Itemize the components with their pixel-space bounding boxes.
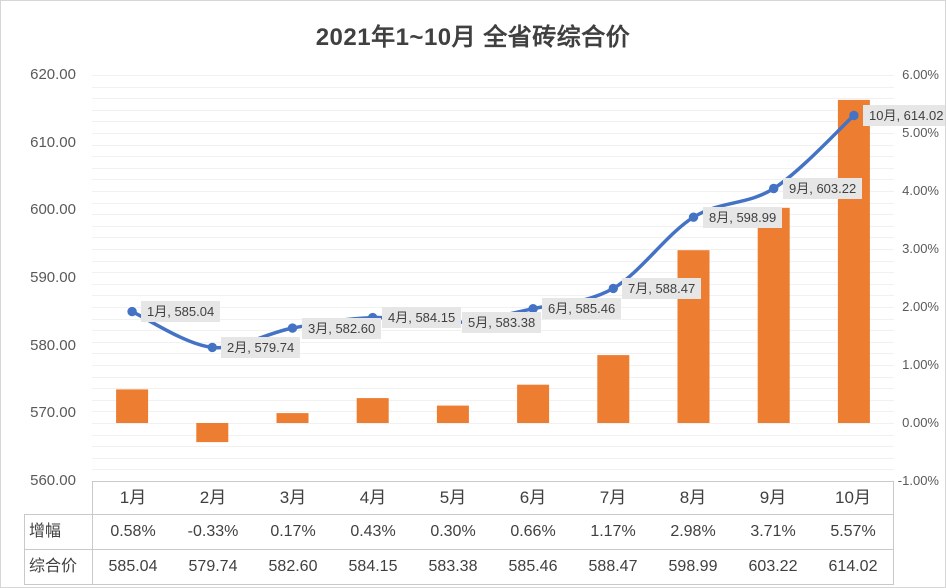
table-value-cell: 585.04 bbox=[108, 558, 158, 575]
table-value-cell: 0.43% bbox=[350, 523, 396, 540]
point-label: 2月, 579.74 bbox=[221, 337, 301, 358]
data-point-marker bbox=[207, 342, 217, 353]
table-row-growth: 0.58% -0.33% 0.17% 0.43% 0.30% 0.66% 1.17% 2.98… bbox=[92, 514, 894, 550]
table-value-cell: 614.02 bbox=[828, 558, 878, 575]
table-value-cell: 598.99 bbox=[668, 558, 718, 575]
left-axis-tick-label: 560.00 bbox=[30, 472, 76, 489]
data-point-marker bbox=[849, 110, 859, 121]
point-label: 10月, 614.02 bbox=[863, 105, 945, 126]
point-label: 7月, 588.47 bbox=[622, 278, 702, 299]
data-point-marker bbox=[688, 212, 699, 222]
left-axis-tick-label: 600.00 bbox=[30, 201, 76, 219]
point-label: 5月, 583.38 bbox=[462, 312, 542, 333]
left-axis-tick-label: 570.00 bbox=[30, 404, 76, 422]
table-value-cell: 0.30% bbox=[430, 523, 476, 540]
point-label: 1月, 585.04 bbox=[141, 301, 221, 322]
table-value-cell: 583.38 bbox=[428, 558, 478, 575]
month-header-cell: 7月 bbox=[599, 488, 627, 507]
month-header-cell: 6月 bbox=[519, 488, 547, 507]
data-point-marker bbox=[287, 323, 298, 333]
month-header-cell: 10月 bbox=[835, 488, 871, 507]
bar-growth bbox=[837, 99, 870, 424]
month-header-cell: 5月 bbox=[439, 488, 467, 507]
table-value-cell: 5.57% bbox=[830, 523, 876, 540]
chart-title: 2021年1~10月 全省砖综合价 bbox=[315, 24, 631, 51]
data-point-marker bbox=[608, 283, 618, 294]
table-value-cell: 0.58% bbox=[110, 523, 156, 540]
table-value-cell: 588.47 bbox=[588, 558, 638, 575]
table-value-cell: 584.15 bbox=[348, 558, 398, 575]
month-header-cell: 2月 bbox=[199, 488, 227, 507]
bar-growth bbox=[757, 207, 790, 423]
data-point-marker bbox=[769, 183, 779, 194]
table-value-cell: -0.33% bbox=[187, 523, 239, 540]
month-header-cell: 8月 bbox=[679, 488, 707, 507]
table-value-cell: 582.60 bbox=[268, 558, 318, 575]
left-axis-tick-label: 590.00 bbox=[30, 269, 76, 286]
point-label: 6月, 585.46 bbox=[542, 298, 622, 319]
month-header-cell: 3月 bbox=[279, 488, 307, 507]
month-header-cell: 4月 bbox=[359, 488, 387, 507]
point-label: 8月, 598.99 bbox=[703, 207, 783, 228]
data-point-marker bbox=[127, 306, 137, 317]
point-label: 4月, 584.15 bbox=[382, 307, 462, 328]
bar-growth bbox=[517, 384, 550, 423]
bar-growth bbox=[196, 423, 229, 443]
right-axis-tick-label: 6.00% bbox=[902, 67, 939, 82]
table-value-cell: 0.17% bbox=[270, 523, 316, 540]
month-header-cell: 1月 bbox=[119, 488, 147, 507]
right-axis-tick-label: 5.00% bbox=[902, 125, 939, 140]
data-table-month-header-row: 1月 2月 3月 4月 5月 6月 7月 8月 9月 10月 bbox=[92, 481, 894, 515]
table-row-composite-price: 585.04 579.74 582.60 584.15 583.38 585.46 588.… bbox=[92, 549, 894, 585]
table-row-label-composite-price: 综合价 bbox=[24, 549, 93, 585]
right-axis-tick-label: -1.00% bbox=[897, 473, 939, 488]
data-point-marker bbox=[528, 304, 538, 314]
right-axis-tick-label: 4.00% bbox=[902, 183, 939, 198]
bar-growth bbox=[597, 355, 630, 423]
table-value-cell: 2.98% bbox=[670, 523, 716, 540]
table-value-cell: 579.74 bbox=[188, 558, 238, 575]
right-axis-tick-label: 0.00% bbox=[902, 415, 939, 430]
table-value-cell: 585.46 bbox=[508, 558, 558, 575]
bar-growth bbox=[677, 250, 710, 423]
right-axis-tick-label: 3.00% bbox=[902, 241, 939, 256]
bar-growth bbox=[276, 413, 309, 423]
bar-growth bbox=[356, 398, 389, 423]
left-axis-tick-label: 620.00 bbox=[30, 66, 76, 83]
point-label: 9月, 603.22 bbox=[783, 178, 863, 199]
bar-growth bbox=[116, 389, 149, 423]
table-value-cell: 603.22 bbox=[748, 558, 798, 575]
month-header-cell: 9月 bbox=[759, 488, 787, 507]
table-value-cell: 1.17% bbox=[590, 523, 636, 540]
table-value-cell: 0.66% bbox=[510, 523, 556, 540]
table-value-cell: 3.71% bbox=[750, 523, 796, 540]
left-axis-tick-label: 610.00 bbox=[30, 133, 76, 151]
point-label: 3月, 582.60 bbox=[302, 318, 382, 339]
right-axis-tick-label: 1.00% bbox=[902, 357, 939, 372]
left-axis-tick-label: 580.00 bbox=[30, 336, 76, 354]
table-row-label-growth: 增幅 bbox=[24, 514, 93, 550]
right-axis-tick-label: 2.00% bbox=[902, 299, 939, 314]
bar-growth bbox=[436, 405, 469, 423]
